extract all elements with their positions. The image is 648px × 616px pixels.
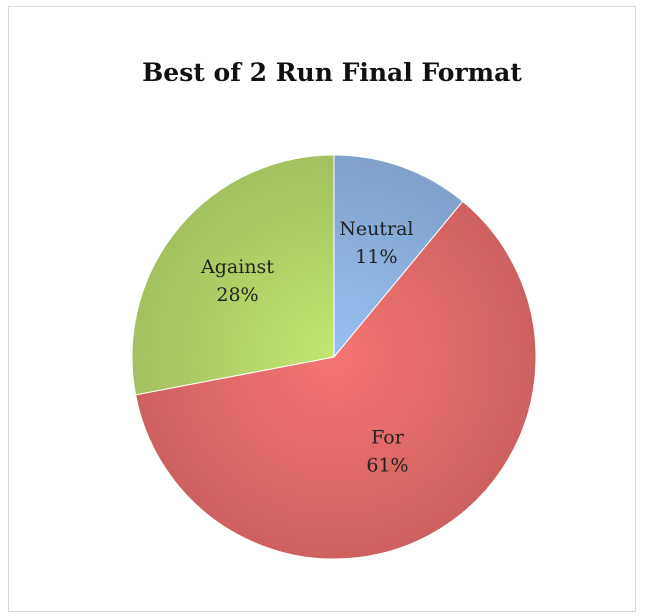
slice-label-neutral: Neutral <box>339 218 413 240</box>
slice-label-against: Against <box>200 256 274 278</box>
slice-value-neutral: 11% <box>355 246 397 268</box>
pie-slice-against <box>131 154 335 396</box>
pie-slice-neutral <box>333 154 464 359</box>
slice-value-for: 61% <box>366 454 408 476</box>
pie-slice-for <box>134 200 537 560</box>
slice-label-for: For <box>371 426 405 448</box>
slice-value-against: 28% <box>216 284 258 306</box>
chart-title: Best of 2 Run Final Format <box>142 58 522 87</box>
